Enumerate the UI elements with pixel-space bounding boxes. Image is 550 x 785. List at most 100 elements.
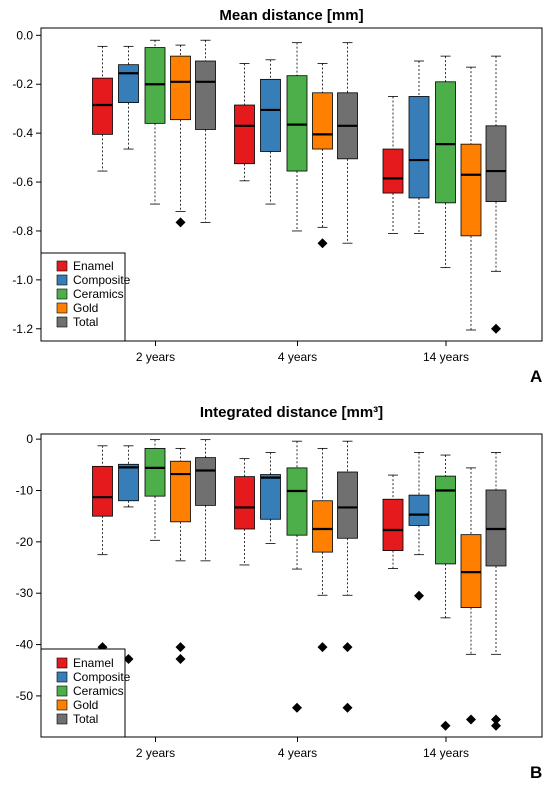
- outlier-point: [175, 642, 186, 653]
- y-tick-label: -40: [16, 638, 34, 652]
- outlier-point: [342, 642, 353, 653]
- box-composite-14-years: [408, 452, 430, 601]
- box-composite-2-years: [118, 45, 139, 150]
- y-tick-label: -30: [16, 586, 34, 600]
- outlier-point: [491, 714, 501, 725]
- outlier-point: [342, 702, 353, 713]
- box-body: [408, 494, 430, 526]
- box-body: [260, 474, 281, 520]
- panel-label: B: [530, 763, 542, 782]
- x-tick-label: 2 years: [136, 350, 175, 364]
- y-tick-label: -50: [16, 689, 34, 703]
- box-enamel-2-years: [92, 445, 113, 653]
- box-body: [485, 125, 507, 203]
- box-body: [118, 64, 139, 103]
- box-body: [460, 143, 482, 237]
- box-composite-14-years: [408, 60, 430, 234]
- panel-a: Mean distance [mm] 0.0 -0.2 -0.4 -0.6 -0.8 -1.…: [12, 7, 543, 386]
- box-body: [92, 465, 113, 517]
- legend-label-composite: Composite: [73, 273, 131, 287]
- outlier-point: [466, 714, 476, 725]
- box-body: [195, 457, 216, 506]
- legend-swatch-composite: [56, 274, 68, 286]
- legend-swatch-gold: [56, 699, 68, 711]
- box-ceramics-14-years: [435, 454, 456, 731]
- box-body: [234, 476, 255, 530]
- y-tick-label: 0: [26, 432, 33, 446]
- x-tick-label: 14 years: [423, 350, 469, 364]
- box-composite-4-years: [260, 59, 281, 205]
- y-tick-label: 0.0: [16, 28, 33, 42]
- box-total-14-years: [485, 55, 507, 334]
- x-tick-label: 4 years: [278, 350, 317, 364]
- box-body: [144, 447, 166, 497]
- box-gold-4-years: [312, 63, 333, 249]
- box-enamel-14-years: [382, 474, 404, 569]
- y-tick-label: -20: [16, 535, 34, 549]
- legend-label-ceramics: Ceramics: [73, 287, 124, 301]
- box-body: [286, 75, 308, 172]
- box-body: [382, 148, 404, 194]
- y-tick-label: -0.8: [12, 224, 33, 238]
- chart-title: Integrated distance [mm³]: [200, 404, 383, 421]
- legend-swatch-enamel: [56, 657, 68, 669]
- x-tick-label: 14 years: [423, 746, 469, 760]
- y-tick-label: -1.2: [12, 322, 33, 336]
- plot-frame: [40, 433, 543, 738]
- outlier-point: [123, 653, 134, 664]
- legend-label-enamel: Enamel: [73, 656, 114, 670]
- box-body: [260, 78, 281, 152]
- panel-label: A: [530, 367, 542, 386]
- legend-frame: [40, 648, 126, 738]
- legend-swatch-total: [56, 316, 68, 328]
- legend-swatch-ceramics: [56, 288, 68, 300]
- outlier-point: [175, 217, 186, 228]
- box-enamel-14-years: [382, 96, 404, 234]
- legend-frame: [40, 252, 126, 342]
- box-body: [234, 104, 255, 165]
- box-total-14-years: [485, 452, 507, 731]
- y-tick-label: -10: [16, 483, 34, 497]
- x-tick-label: 2 years: [136, 746, 175, 760]
- legend-swatch-composite: [56, 671, 68, 683]
- box-ceramics-2-years: [144, 439, 166, 541]
- box-total-4-years: [337, 440, 358, 713]
- legend-swatch-enamel: [56, 260, 68, 272]
- box-gold-14-years: [460, 467, 482, 725]
- outlier-point: [414, 590, 424, 601]
- box-body: [195, 60, 216, 130]
- box-composite-4-years: [260, 452, 281, 544]
- outlier-point: [491, 720, 501, 731]
- box-body: [435, 81, 456, 204]
- box-total-2-years: [195, 439, 216, 562]
- box-body: [312, 500, 333, 553]
- legend-label-enamel: Enamel: [73, 259, 114, 273]
- outlier-point: [317, 642, 328, 653]
- box-gold-2-years: [170, 447, 191, 664]
- box-enamel-4-years: [234, 63, 255, 182]
- box-body: [435, 475, 456, 565]
- legend-label-ceramics: Ceramics: [73, 684, 124, 698]
- legend-label-total: Total: [73, 315, 98, 329]
- box-ceramics-4-years: [286, 42, 308, 232]
- box-ceramics-2-years: [144, 39, 166, 205]
- panel-b: Integrated distance [mm³] 0 -10 -20 -30 -40 -5…: [16, 404, 543, 782]
- box-enamel-4-years: [234, 458, 255, 566]
- outlier-point: [440, 720, 451, 731]
- box-body: [337, 471, 358, 539]
- box-total-2-years: [195, 39, 216, 223]
- y-tick-label: -0.6: [12, 175, 33, 189]
- legend-label-gold: Gold: [73, 698, 98, 712]
- box-gold-14-years: [460, 66, 482, 331]
- legend-label-gold: Gold: [73, 301, 98, 315]
- legend-swatch-gold: [56, 302, 68, 314]
- y-tick-label: -0.4: [12, 126, 33, 140]
- box-ceramics-14-years: [435, 55, 456, 269]
- y-tick-label: -1.0: [12, 273, 33, 287]
- outlier-point: [175, 653, 186, 664]
- box-body: [144, 47, 166, 124]
- legend-swatch-total: [56, 713, 68, 725]
- legend-label-composite: Composite: [73, 670, 131, 684]
